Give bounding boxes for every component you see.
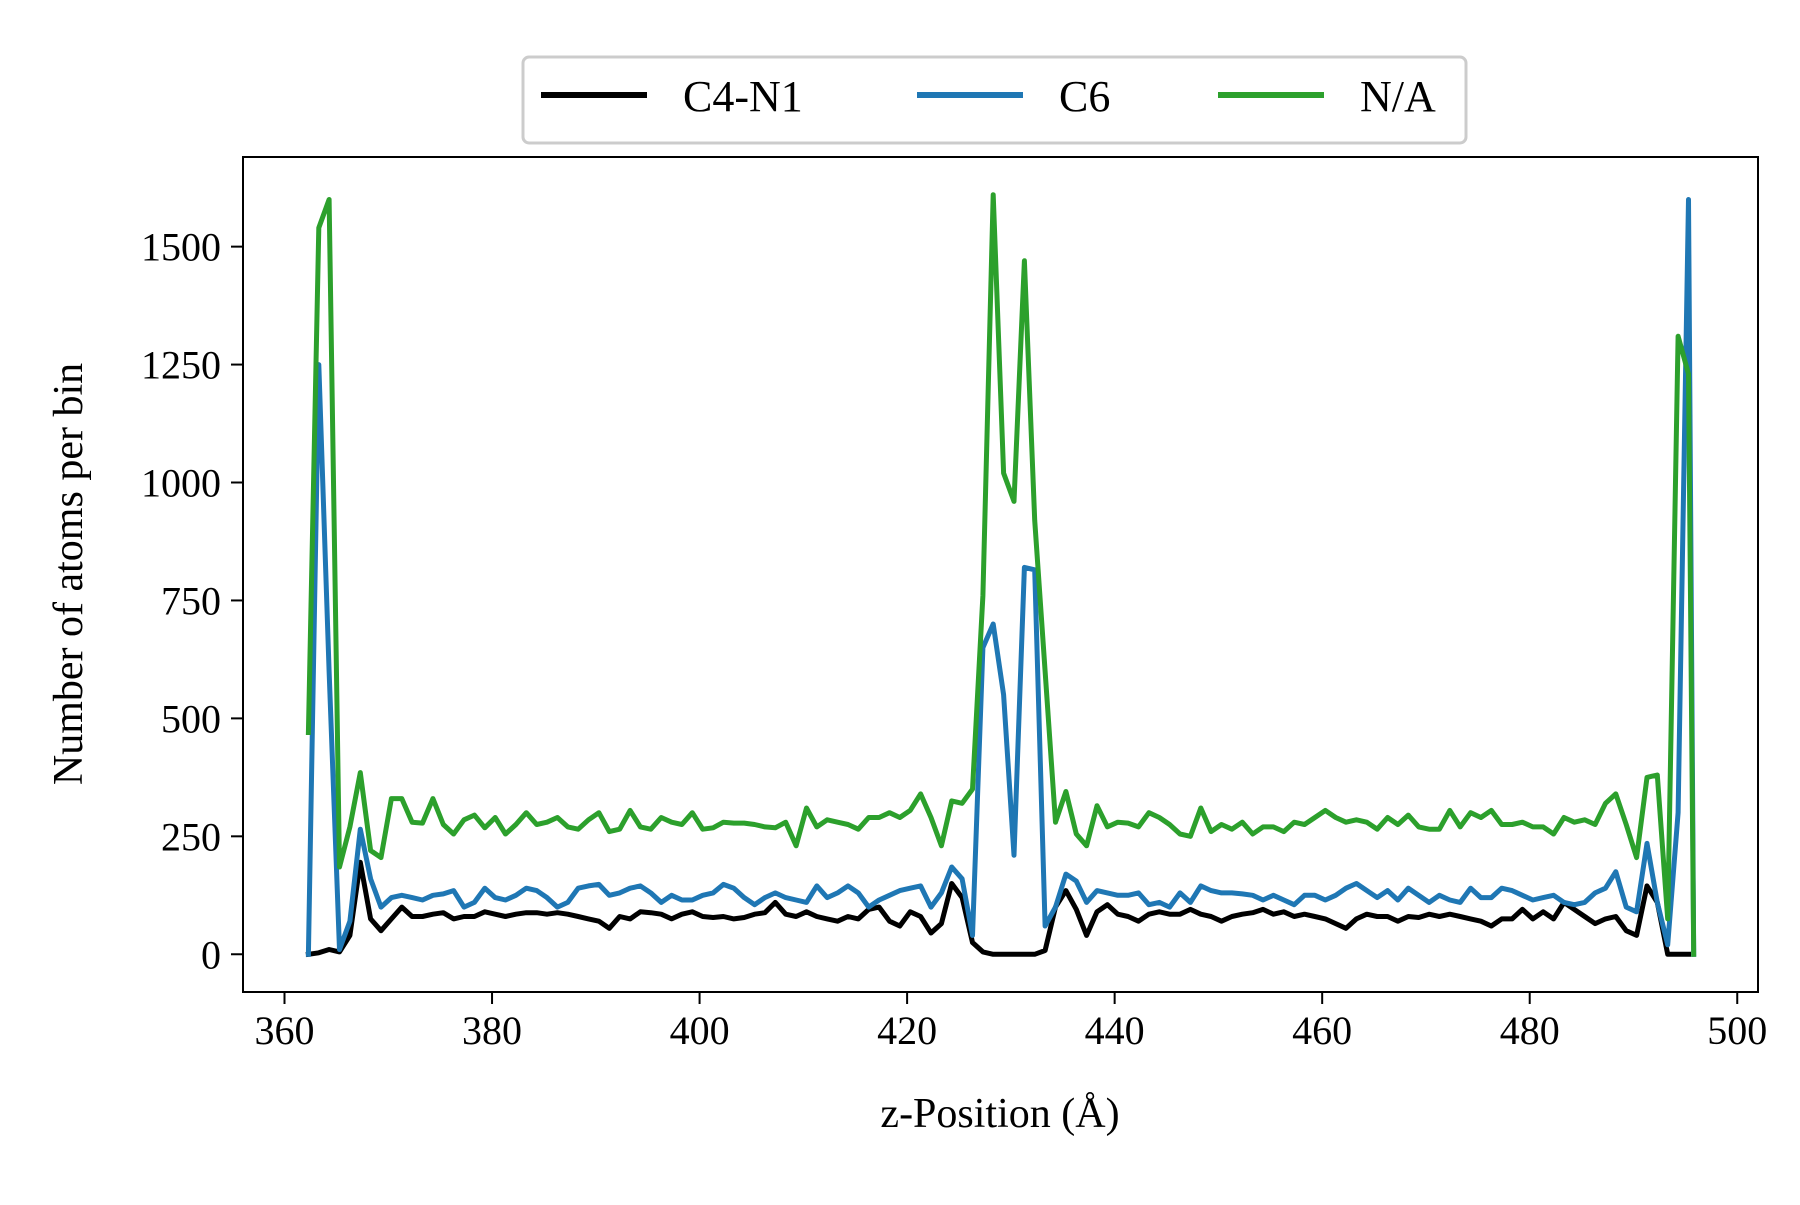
y-tick-label: 0 <box>201 932 221 977</box>
x-tick-label: 360 <box>255 1008 315 1053</box>
x-tick-label: 400 <box>670 1008 730 1053</box>
series-line-2 <box>305 192 1697 957</box>
y-tick-label: 1500 <box>141 225 221 270</box>
y-tick-label: 1000 <box>141 461 221 506</box>
series-line-0 <box>305 859 1691 958</box>
x-axis-label: z-Position (Å) <box>880 1091 1119 1137</box>
y-tick-label: 250 <box>161 814 221 859</box>
y-tick-label: 500 <box>161 696 221 741</box>
y-tick-label: 1250 <box>141 343 221 388</box>
legend-label-2: N/A <box>1360 72 1436 121</box>
x-tick-label: 460 <box>1292 1008 1352 1053</box>
legend: C4-N1 C6 N/A <box>521 55 1468 145</box>
x-tick-label: 380 <box>462 1008 522 1053</box>
y-axis-label: Number of atoms per bin <box>46 363 92 785</box>
legend-box <box>521 55 1468 145</box>
x-tick-label: 480 <box>1500 1008 1560 1053</box>
y-tick-label: 750 <box>161 578 221 623</box>
series-line-1 <box>305 197 1697 957</box>
x-tick-label: 500 <box>1707 1008 1767 1053</box>
plot-frame <box>242 156 1759 993</box>
legend-label-1: C6 <box>1059 72 1110 121</box>
plot-series <box>305 192 1697 958</box>
x-tick-label: 440 <box>1085 1008 1145 1053</box>
legend-label-0: C4-N1 <box>683 72 803 121</box>
x-axis: 360 380 400 420 440 460 480 500 <box>255 992 1767 1053</box>
y-axis: 0 250 500 750 1000 1250 1500 <box>141 225 243 977</box>
x-tick-label: 420 <box>877 1008 937 1053</box>
